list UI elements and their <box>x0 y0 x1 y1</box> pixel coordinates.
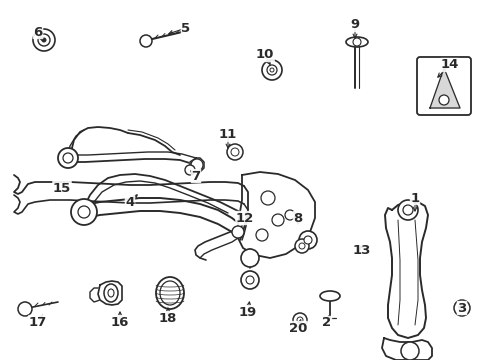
Circle shape <box>272 214 284 226</box>
Text: 10: 10 <box>256 49 274 62</box>
Circle shape <box>401 342 419 360</box>
Polygon shape <box>385 202 428 338</box>
Polygon shape <box>238 172 315 258</box>
Text: 2: 2 <box>322 316 332 329</box>
Circle shape <box>232 226 244 238</box>
Circle shape <box>241 249 259 267</box>
Circle shape <box>262 60 282 80</box>
Circle shape <box>58 148 78 168</box>
Circle shape <box>246 276 254 284</box>
Text: 15: 15 <box>53 181 71 194</box>
Text: 3: 3 <box>457 302 466 315</box>
FancyBboxPatch shape <box>417 57 471 115</box>
Circle shape <box>63 153 73 163</box>
Polygon shape <box>190 158 204 172</box>
Circle shape <box>33 29 55 51</box>
Circle shape <box>191 159 203 171</box>
Circle shape <box>267 65 277 75</box>
Ellipse shape <box>320 291 340 301</box>
Ellipse shape <box>108 289 114 297</box>
Text: 5: 5 <box>181 22 191 35</box>
Text: 14: 14 <box>441 58 459 72</box>
Circle shape <box>299 231 317 249</box>
Circle shape <box>78 206 90 218</box>
Circle shape <box>304 236 312 244</box>
Circle shape <box>241 271 259 289</box>
Circle shape <box>459 305 465 311</box>
Circle shape <box>454 300 470 316</box>
Circle shape <box>297 317 303 323</box>
Text: 7: 7 <box>192 170 200 183</box>
Text: 18: 18 <box>159 311 177 324</box>
Text: 1: 1 <box>411 192 419 204</box>
Circle shape <box>398 200 418 220</box>
Circle shape <box>285 210 295 220</box>
Circle shape <box>293 313 307 327</box>
Polygon shape <box>98 281 122 305</box>
Ellipse shape <box>160 281 180 305</box>
Circle shape <box>295 239 309 253</box>
Text: 12: 12 <box>236 211 254 225</box>
Ellipse shape <box>346 37 368 47</box>
Circle shape <box>299 243 305 249</box>
Text: 9: 9 <box>350 18 360 31</box>
Polygon shape <box>430 68 460 108</box>
Circle shape <box>38 34 50 46</box>
Circle shape <box>403 205 413 215</box>
Ellipse shape <box>156 277 184 309</box>
Circle shape <box>42 38 46 42</box>
Text: 19: 19 <box>239 306 257 319</box>
Text: 17: 17 <box>29 315 47 328</box>
Polygon shape <box>382 338 432 360</box>
Circle shape <box>71 199 97 225</box>
Text: 8: 8 <box>294 211 303 225</box>
Ellipse shape <box>104 284 118 302</box>
Circle shape <box>227 144 243 160</box>
Circle shape <box>231 148 239 156</box>
Text: 11: 11 <box>219 129 237 141</box>
Text: 4: 4 <box>125 195 135 208</box>
Text: 13: 13 <box>353 243 371 256</box>
Circle shape <box>140 35 152 47</box>
Circle shape <box>270 68 274 72</box>
Circle shape <box>439 95 449 105</box>
Circle shape <box>353 38 361 46</box>
Circle shape <box>185 165 195 175</box>
Text: 6: 6 <box>33 26 43 39</box>
Circle shape <box>18 302 32 316</box>
Circle shape <box>261 191 275 205</box>
Circle shape <box>256 229 268 241</box>
Text: 16: 16 <box>111 315 129 328</box>
Text: 20: 20 <box>289 321 307 334</box>
